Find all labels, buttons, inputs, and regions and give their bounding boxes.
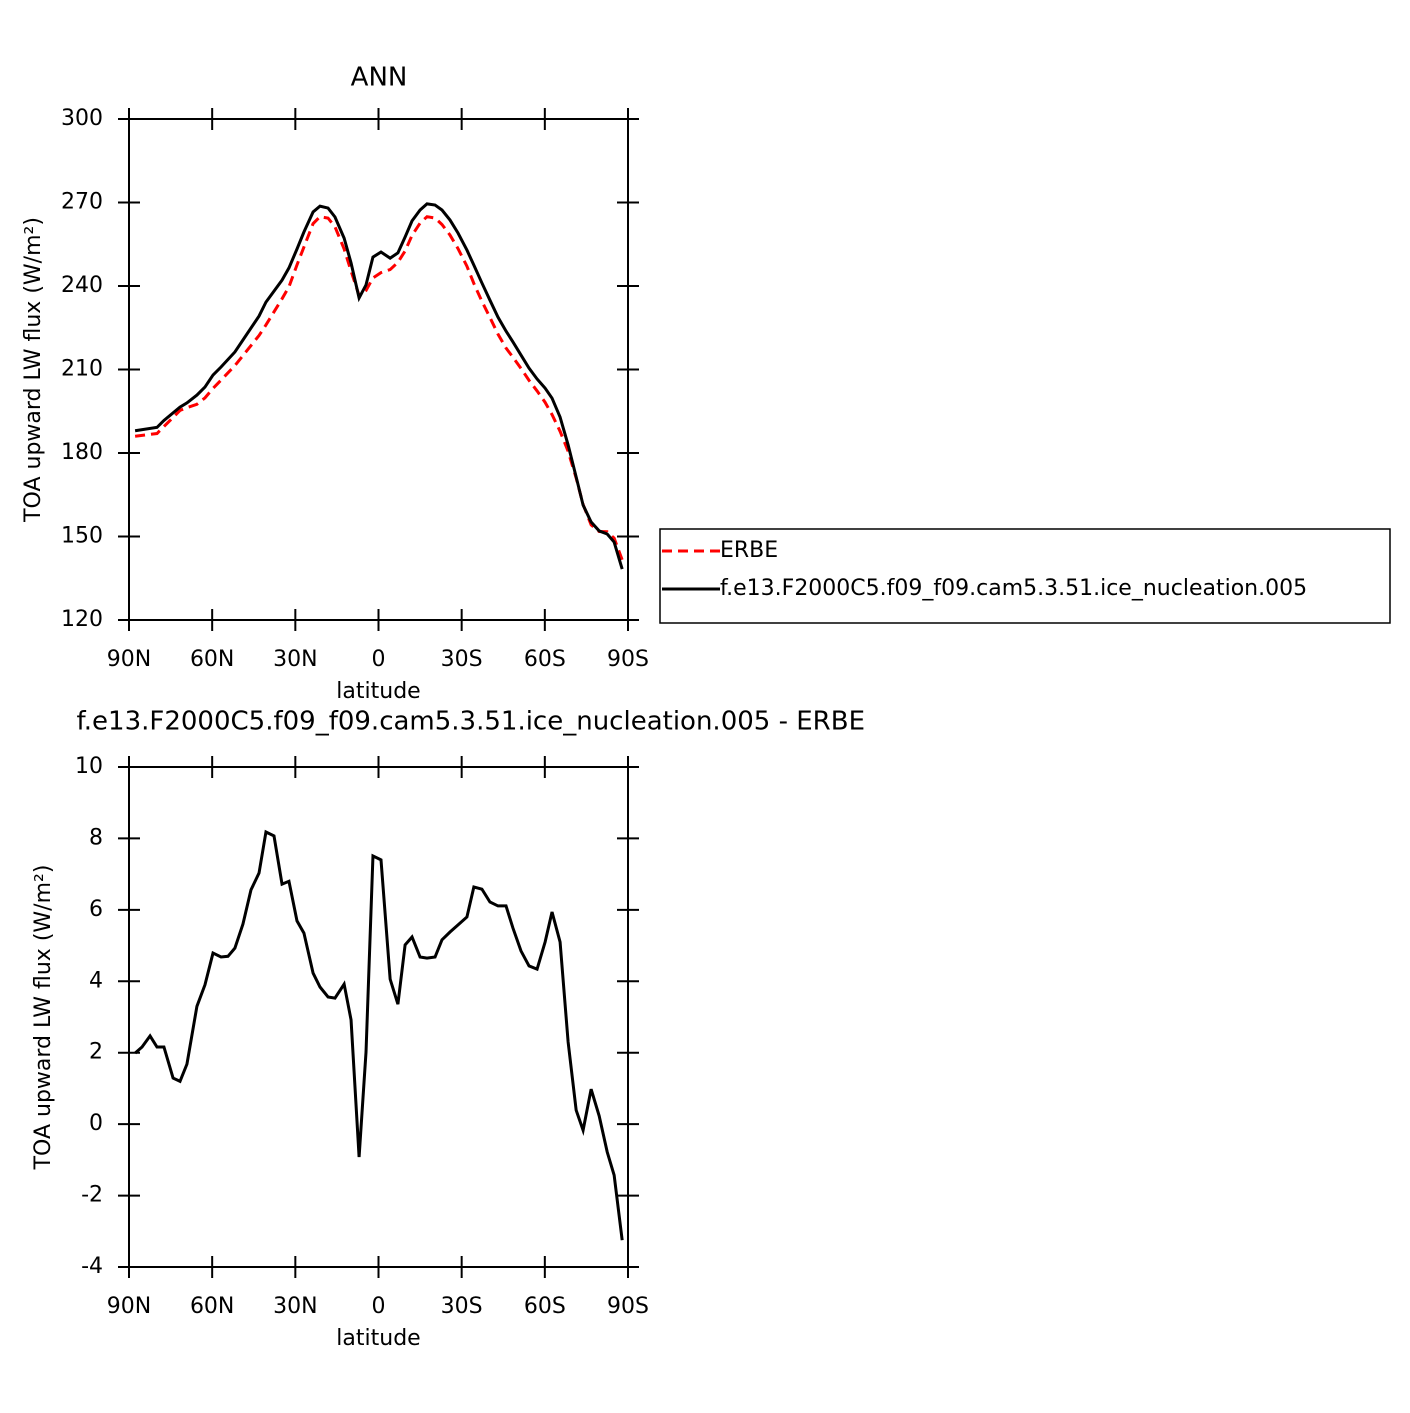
data-line — [134, 215, 624, 561]
data-line — [134, 829, 624, 1241]
legend-label: ERBE — [720, 538, 778, 563]
plot-frame — [128, 766, 629, 1268]
y-tick-label: 180 — [61, 440, 103, 465]
y-tick-label: 10 — [75, 754, 103, 779]
x-tick-label: 60N — [190, 647, 234, 672]
y-tick-label: 300 — [61, 106, 103, 131]
chart-title: f.e13.F2000C5.f09_f09.cam5.3.51.ice_nucl… — [77, 707, 866, 737]
y-tick-label: 150 — [61, 524, 103, 549]
x-tick-label: 90N — [107, 1294, 151, 1319]
x-tick-label: 60S — [524, 647, 566, 672]
legend-box — [659, 528, 1391, 624]
y-tick-label: 210 — [61, 357, 103, 382]
x-tick-label: 30N — [273, 1294, 317, 1319]
x-tick-label: 0 — [372, 1294, 386, 1319]
plot-frame — [128, 118, 629, 621]
y-tick-label: 240 — [61, 273, 103, 298]
x-axis-label: latitude — [336, 1326, 420, 1351]
y-tick-label: 2 — [89, 1040, 103, 1065]
data-line — [134, 202, 624, 570]
x-axis-label: latitude — [336, 679, 420, 704]
x-tick-label: 30S — [441, 647, 483, 672]
y-tick-label: 8 — [89, 825, 103, 850]
x-tick-label: 60S — [524, 1294, 566, 1319]
x-tick-label: 90S — [607, 1294, 649, 1319]
chart-title: ANN — [351, 63, 408, 93]
y-tick-label: 4 — [89, 968, 103, 993]
y-tick-label: -2 — [81, 1183, 103, 1208]
y-tick-label: 270 — [61, 190, 103, 215]
x-tick-label: 30N — [273, 647, 317, 672]
x-tick-label: 90N — [107, 647, 151, 672]
legend-label: f.e13.F2000C5.f09_f09.cam5.3.51.ice_nucl… — [720, 576, 1307, 601]
x-tick-label: 90S — [607, 647, 649, 672]
y-tick-label: -4 — [81, 1254, 103, 1279]
y-tick-label: 0 — [89, 1111, 103, 1136]
y-tick-label: 120 — [61, 607, 103, 632]
y-axis-label: TOA upward LW flux (W/m²) — [31, 865, 56, 1171]
x-tick-label: 60N — [190, 1294, 234, 1319]
x-tick-label: 30S — [441, 1294, 483, 1319]
y-tick-label: 6 — [89, 897, 103, 922]
x-tick-label: 0 — [372, 647, 386, 672]
y-axis-label: TOA upward LW flux (W/m²) — [21, 217, 46, 523]
